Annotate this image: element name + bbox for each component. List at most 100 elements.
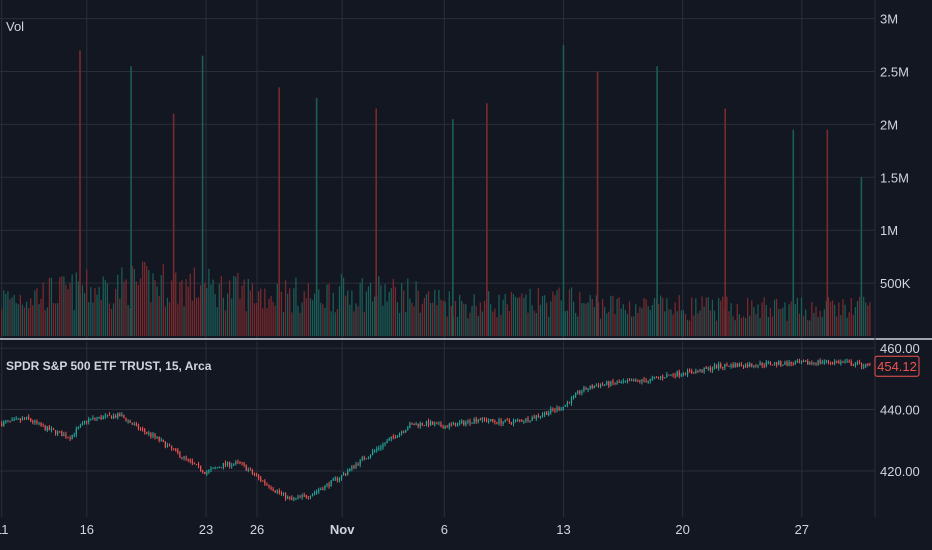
volume-bar bbox=[577, 316, 579, 336]
volume-bar bbox=[98, 286, 100, 336]
volume-bar bbox=[359, 282, 361, 336]
candle-body bbox=[782, 364, 784, 366]
candle-body bbox=[322, 489, 324, 491]
candle-body bbox=[233, 464, 235, 466]
volume-bar bbox=[599, 318, 602, 336]
volume-bar bbox=[456, 316, 459, 336]
volume-bar bbox=[844, 304, 846, 336]
volume-bar bbox=[123, 281, 125, 336]
volume-bar bbox=[674, 302, 676, 336]
volume-bar bbox=[88, 302, 90, 336]
candle-body bbox=[258, 475, 260, 478]
volume-bar bbox=[284, 280, 287, 336]
candle-body bbox=[485, 419, 488, 422]
candle-body bbox=[753, 366, 755, 368]
candle-body bbox=[106, 414, 108, 416]
volume-axis-tick-label: 2.5M bbox=[880, 64, 909, 79]
volume-bar bbox=[651, 304, 653, 336]
candle-body bbox=[193, 462, 196, 465]
candle-body bbox=[492, 419, 494, 422]
volume-bar bbox=[175, 272, 177, 336]
volume-bar bbox=[471, 305, 473, 336]
candle-body bbox=[305, 495, 307, 498]
candle-body bbox=[776, 362, 778, 365]
volume-bar bbox=[152, 273, 154, 336]
volume-bar bbox=[148, 270, 150, 336]
candle-body bbox=[67, 437, 69, 439]
candle-body bbox=[419, 423, 421, 427]
candle-body bbox=[556, 407, 558, 411]
volume-bar bbox=[90, 287, 92, 336]
candle-body bbox=[262, 480, 264, 482]
candle-body bbox=[222, 462, 225, 468]
volume-bar bbox=[429, 302, 432, 336]
volume-bar bbox=[63, 276, 65, 336]
candle-body bbox=[734, 363, 736, 368]
volume-bar bbox=[374, 296, 376, 336]
candle-body bbox=[838, 361, 840, 364]
candle-body bbox=[293, 498, 295, 500]
candle-body bbox=[610, 381, 612, 386]
volume-bar bbox=[771, 316, 774, 336]
volume-bar bbox=[597, 302, 600, 336]
candle-body bbox=[398, 433, 401, 437]
volume-bar bbox=[707, 297, 709, 336]
candle-body bbox=[336, 478, 338, 481]
volume-bar bbox=[324, 307, 326, 336]
volume-bar bbox=[427, 291, 430, 336]
candle-body bbox=[353, 466, 355, 468]
volume-bar bbox=[713, 310, 716, 336]
volume-bar bbox=[550, 301, 552, 336]
volume-bar bbox=[653, 297, 656, 336]
candle-body bbox=[438, 423, 440, 425]
volume-bar-spike bbox=[562, 45, 565, 336]
candle-body bbox=[98, 416, 100, 419]
candle-body bbox=[751, 363, 753, 367]
volume-bar bbox=[595, 295, 598, 336]
candle-body bbox=[183, 456, 185, 458]
candle-body bbox=[378, 448, 380, 450]
candle-body bbox=[595, 385, 598, 387]
volume-bar bbox=[757, 304, 759, 336]
candle-body bbox=[204, 472, 206, 474]
candle-body bbox=[498, 419, 500, 424]
candle-body bbox=[361, 457, 363, 460]
candle-body bbox=[380, 447, 382, 449]
candle-body bbox=[593, 386, 595, 389]
candle-body bbox=[759, 362, 761, 366]
candle-body bbox=[104, 415, 106, 417]
volume-bar bbox=[100, 299, 102, 336]
candle-body bbox=[689, 370, 691, 372]
candle-body bbox=[123, 414, 125, 418]
volume-bar bbox=[282, 311, 285, 336]
volume-axis-tick-label: 1M bbox=[880, 223, 898, 238]
volume-bar bbox=[108, 303, 111, 336]
candle-body bbox=[786, 361, 788, 366]
candle-body bbox=[260, 477, 262, 481]
volume-bar bbox=[187, 286, 189, 336]
volume-bar bbox=[336, 309, 338, 336]
volume-bar bbox=[635, 304, 637, 336]
candle-body bbox=[376, 448, 378, 451]
candle-body bbox=[367, 456, 370, 459]
candle-body bbox=[730, 364, 732, 367]
candle-body bbox=[475, 419, 477, 422]
candle-body bbox=[28, 416, 30, 419]
candle-body bbox=[778, 361, 780, 365]
candle-body bbox=[409, 423, 411, 428]
candle-body bbox=[396, 436, 399, 438]
candle-body bbox=[703, 367, 705, 373]
volume-bar bbox=[539, 304, 542, 336]
volume-bar bbox=[744, 318, 747, 336]
volume-bar bbox=[802, 316, 805, 336]
volume-bar bbox=[11, 297, 13, 336]
candle-body bbox=[432, 421, 434, 425]
volume-bar bbox=[755, 314, 757, 336]
candle-body bbox=[481, 417, 484, 421]
candle-body bbox=[641, 379, 643, 383]
candle-body bbox=[747, 364, 749, 367]
volume-bar bbox=[363, 311, 365, 336]
volume-bar bbox=[438, 289, 440, 336]
candle-body bbox=[208, 470, 210, 473]
